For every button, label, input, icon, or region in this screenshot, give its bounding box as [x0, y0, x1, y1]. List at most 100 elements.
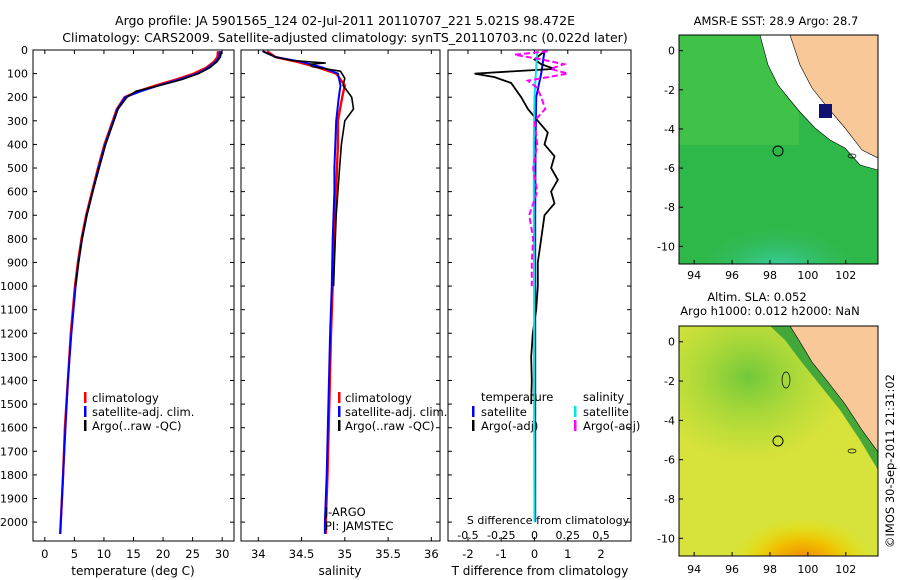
- imos-watermark: ©IMOS 30-Sep-2011 21:31:02: [883, 374, 897, 548]
- depth-tick-label: 2000: [0, 516, 28, 529]
- x-tick-label: 15: [126, 547, 141, 561]
- depth-tick-label: 1800: [0, 469, 28, 482]
- depth-tick-label: 100: [7, 68, 28, 81]
- x-tick-label: 2: [597, 547, 604, 561]
- island-contour: [781, 371, 791, 389]
- map-y-tick-label: 0: [668, 45, 675, 58]
- legend-argo: Argo(..raw -QC): [345, 419, 435, 433]
- x-tick-label: 36: [424, 547, 439, 561]
- argo-position-circle: [772, 435, 784, 447]
- legend-climatology: climatology: [92, 391, 159, 405]
- argo-position-circle: [772, 145, 784, 157]
- top-x-tick-label: -0.25: [487, 529, 515, 542]
- x-tick-label: 10: [97, 547, 112, 561]
- difference-panel: [447, 49, 632, 542]
- map-y-tick-label: -6: [664, 454, 675, 467]
- legend-s-argo: Argo(-adj): [583, 419, 640, 433]
- depth-tick-label: 1700: [0, 445, 28, 458]
- legend-swatch-satellite: [84, 406, 87, 417]
- sst-map-frame: [678, 34, 879, 265]
- depth-tick-label: 1400: [0, 374, 28, 387]
- x-tick-label: -1: [496, 547, 507, 561]
- map-y-tick-label: -10: [657, 240, 675, 253]
- series-line-t-argo-adj-: [474, 50, 559, 405]
- title-line-1: Argo profile: JA 5901565_124 02-Jul-2011…: [115, 13, 575, 28]
- map-y-tick-label: -4: [664, 414, 675, 427]
- title-line-2: Climatology: CARS2009. Satellite-adjuste…: [62, 30, 627, 45]
- map-y-tick-label: -10: [657, 532, 675, 545]
- map-y-tick-label: -2: [664, 375, 675, 388]
- legend-swatch-s-satellite: [574, 406, 577, 417]
- series-line-argo-raw-qc-: [74, 51, 223, 287]
- depth-tick-label: 400: [7, 138, 28, 151]
- map-x-tick-label: 102: [835, 269, 856, 282]
- project-annotation: J-ARGO: [324, 505, 366, 519]
- map-x-tick-label: 98: [763, 563, 777, 576]
- island-contour: [847, 448, 857, 454]
- legend-swatch-t-argo: [472, 420, 475, 431]
- map-x-tick-label: 96: [725, 563, 739, 576]
- salinity-legend: climatology satellite-adj. clim. Argo(..…: [338, 391, 447, 433]
- depth-tick-label: 1600: [0, 422, 28, 435]
- series-line-s-satellite: [532, 51, 539, 523]
- map-x-tick-label: 100: [797, 269, 818, 282]
- depth-tick-label: 1200: [0, 327, 28, 340]
- legend-t-satellite: satellite: [481, 405, 527, 419]
- x-tick-label: 30: [215, 547, 230, 561]
- temperature-panel: [32, 49, 235, 542]
- legend-swatch-climatology: [84, 392, 87, 403]
- sumatra-land: [789, 326, 878, 453]
- legend-argo: Argo(..raw -QC): [92, 419, 182, 433]
- legend-swatch-s-argo: [574, 420, 577, 431]
- sla-map-title-1: Altim. SLA: 0.052: [707, 290, 806, 304]
- map-x-tick-label: 94: [687, 563, 701, 576]
- x-tick-label: 35: [338, 547, 353, 561]
- map-x-tick-label: 102: [835, 563, 856, 576]
- legend-header-salinity: salinity: [583, 390, 624, 404]
- map-y-tick-label: -6: [664, 162, 675, 175]
- series-line-satellite-adj-clim-: [262, 50, 342, 534]
- salinity-plot: 34 34.5 35 35.5 36: [251, 50, 439, 561]
- sla-high-patch: [679, 430, 878, 556]
- x-tick-label: 20: [156, 547, 171, 561]
- difference-xlabel: T difference from climatology: [451, 564, 629, 578]
- legend-swatch-argo: [84, 420, 87, 431]
- legend-s-satellite: satellite: [583, 405, 629, 419]
- depth-tick-label: 1100: [0, 304, 28, 317]
- map-x-tick-label: 98: [763, 269, 777, 282]
- sla-map: [678, 325, 879, 557]
- top-x-tick-label: 0.25: [556, 529, 581, 542]
- x-tick-label: 0: [531, 547, 538, 561]
- map-x-tick-label: 100: [797, 563, 818, 576]
- temperature-legend: climatology satellite-adj. clim. Argo(..…: [84, 391, 194, 433]
- map-y-tick-label: -2: [664, 84, 675, 97]
- sumatra-land: [789, 35, 878, 159]
- depth-tick-label: 1900: [0, 493, 28, 506]
- depth-tick-label: 1000: [0, 280, 28, 293]
- difference-top-xlabel: S difference from climatology: [467, 514, 630, 527]
- depth-tick-label: 600: [7, 186, 28, 199]
- top-x-tick-label: 0.5: [592, 529, 610, 542]
- map-x-tick-label: 94: [687, 269, 701, 282]
- x-tick-label: 5: [71, 547, 78, 561]
- legend-climatology: climatology: [345, 391, 412, 405]
- top-x-tick-label: -0.5: [457, 529, 478, 542]
- x-tick-label: 34.5: [289, 547, 315, 561]
- legend-swatch-argo: [338, 420, 341, 431]
- x-tick-label: -2: [462, 547, 473, 561]
- difference-plot: -2 -1 0 1 2 -0.5 -0.25 0 0.25 0.5: [457, 50, 610, 561]
- depth-axis: 0 100 200 300 400 500 600 700 800 900 1000 1100 1200…: [0, 44, 631, 529]
- series-line-argo-raw-qc-: [262, 50, 355, 287]
- x-tick-label: 0: [41, 547, 48, 561]
- x-tick-label: 1: [564, 547, 571, 561]
- map-y-tick-label: -8: [664, 201, 675, 214]
- depth-tick-label: 200: [7, 91, 28, 104]
- map-y-tick-label: -4: [664, 123, 675, 136]
- depth-tick-label: 1300: [0, 351, 28, 364]
- depth-tick-label: 500: [7, 162, 28, 175]
- depth-tick-label: 0: [21, 44, 28, 57]
- depth-tick-label: 800: [7, 233, 28, 246]
- series-line-s-argo-adj-: [514, 50, 569, 287]
- sst-map: [678, 34, 879, 265]
